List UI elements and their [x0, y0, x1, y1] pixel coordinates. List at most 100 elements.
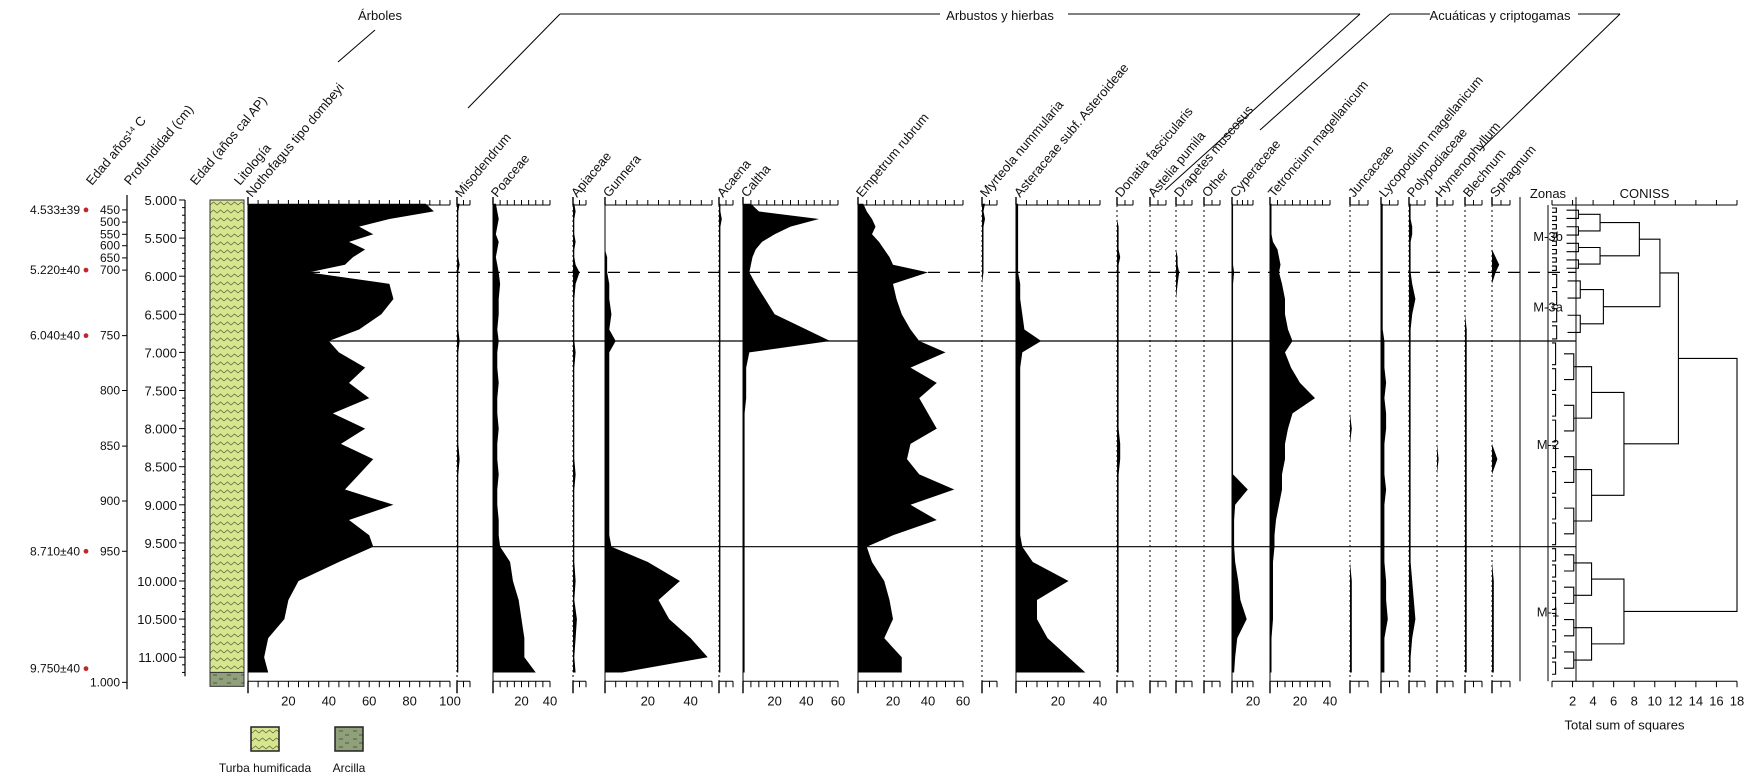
age-tick-label: 9.500	[144, 536, 177, 551]
group-bracket	[1164, 13, 1361, 191]
dendrogram-link	[1552, 548, 1557, 562]
x-tick-label: 40	[921, 693, 935, 708]
coniss-xlabel: Total sum of squares	[1565, 717, 1685, 732]
dendrogram-link	[1566, 209, 1579, 219]
age-tick-label: 7.000	[144, 345, 177, 360]
age-tick-label: 8.500	[144, 460, 177, 475]
x-tick-label: 60	[362, 693, 376, 708]
depth-tick-label: 750	[100, 329, 120, 343]
taxon-area	[605, 203, 708, 673]
group-label: Arbustos y hierbas	[946, 8, 1054, 23]
dendrogram-link	[1552, 248, 1557, 255]
dendrogram-link	[1552, 273, 1558, 289]
dendrogram-link	[1563, 507, 1575, 535]
taxon-area	[457, 203, 460, 673]
x-tick-label: 40	[683, 693, 697, 708]
x-tick-label: 20	[1293, 693, 1307, 708]
dendrogram-link	[1603, 238, 1661, 308]
coniss-tick-label: 18	[1730, 693, 1744, 708]
depth-tick-label: 650	[100, 251, 120, 265]
dendrogram-link	[1552, 308, 1558, 323]
coniss-tick-label: 8	[1631, 693, 1638, 708]
depth-tick-label: 550	[100, 227, 120, 241]
age-tick-label: 6.000	[144, 269, 177, 284]
dendrogram-link	[1552, 368, 1557, 391]
x-tick-label: 40	[543, 693, 557, 708]
taxon-area	[1016, 203, 1086, 673]
dendrogram-link	[1580, 288, 1604, 325]
dendrogram-link	[1578, 213, 1601, 232]
legend-label: Turba humificada	[219, 761, 312, 775]
dendrogram-link	[1563, 554, 1575, 572]
legend-swatch	[250, 726, 280, 752]
column-header: Profundidad (cm)	[121, 102, 197, 188]
dendrogram-link	[1566, 259, 1579, 269]
dendrogram-link	[1563, 353, 1575, 381]
coniss-tick-label: 16	[1709, 693, 1723, 708]
taxon-area	[1350, 203, 1352, 673]
legend-swatch	[334, 726, 364, 752]
taxon-area	[573, 203, 580, 673]
x-tick-label: 40	[799, 693, 813, 708]
age-tick-label: 5.500	[144, 231, 177, 246]
dendrogram-link	[1623, 357, 1738, 613]
dendrogram-link	[1552, 522, 1557, 546]
taxon-panel-blechnum: Blechnum	[1460, 146, 1508, 694]
dendrogram-link	[1563, 404, 1575, 432]
dendrogram-link	[1552, 224, 1557, 230]
c14-date-label: 5.220±40	[30, 263, 80, 277]
dendrogram-link	[1552, 240, 1557, 247]
taxon-area	[1176, 203, 1180, 673]
dendrogram-link	[1563, 619, 1575, 637]
group-label: Acuáticas y criptogamas	[1430, 8, 1571, 23]
dendrogram-link	[1563, 586, 1575, 604]
dendrogram-link	[1552, 580, 1557, 594]
x-tick-label: 40	[1093, 693, 1107, 708]
age-tick-label: 9.000	[144, 498, 177, 513]
coniss-dendrogram: CONISS 2 4 6 8 10 12 14 16 18 Total sum of squares	[1547, 186, 1744, 732]
dendrogram-link	[1552, 290, 1558, 306]
lithology-clay	[209, 671, 245, 687]
taxon-area	[1492, 203, 1500, 673]
dendrogram-link	[1552, 645, 1557, 659]
dendrogram-link	[1552, 393, 1557, 417]
coniss-tick-label: 12	[1668, 693, 1682, 708]
c14-date-label: 9.750±40	[30, 662, 80, 676]
taxon-area	[982, 203, 985, 673]
dendrogram-link	[1552, 265, 1557, 271]
c14-date-dot	[83, 548, 89, 554]
depth-tick-label: 700	[100, 263, 120, 277]
dendrogram-link	[1566, 226, 1579, 236]
coniss-tick-label: 4	[1589, 693, 1596, 708]
dendrogram-link	[1552, 207, 1557, 213]
c14-date-label: 4.533±39	[30, 203, 80, 217]
dendrogram-link	[1591, 578, 1625, 645]
depth-tick-label: 900	[100, 494, 120, 508]
c14-date-label: 6.040±40	[30, 329, 80, 343]
zones-header: Zonas	[1530, 186, 1567, 201]
dendrogram-link	[1552, 232, 1557, 238]
dendrogram-link	[1600, 222, 1640, 257]
c14-date-label: 8.710±40	[30, 544, 80, 558]
dendrogram-link	[1552, 471, 1557, 494]
dendrogram-link	[1567, 314, 1581, 333]
age-tick-label: 6.500	[144, 307, 177, 322]
taxon-area	[719, 203, 722, 673]
dendrogram-link	[1552, 215, 1557, 222]
dendrogram-link	[1566, 242, 1579, 253]
depth-tick-label: 800	[100, 384, 120, 398]
x-tick-label: 40	[322, 693, 336, 708]
dendrogram-link	[1567, 280, 1581, 299]
taxon-area	[493, 203, 536, 673]
coniss-tick-label: 6	[1610, 693, 1617, 708]
group-label: Árboles	[358, 8, 403, 23]
dendrogram-link	[1552, 661, 1557, 675]
dendrogram-link	[1552, 629, 1557, 643]
